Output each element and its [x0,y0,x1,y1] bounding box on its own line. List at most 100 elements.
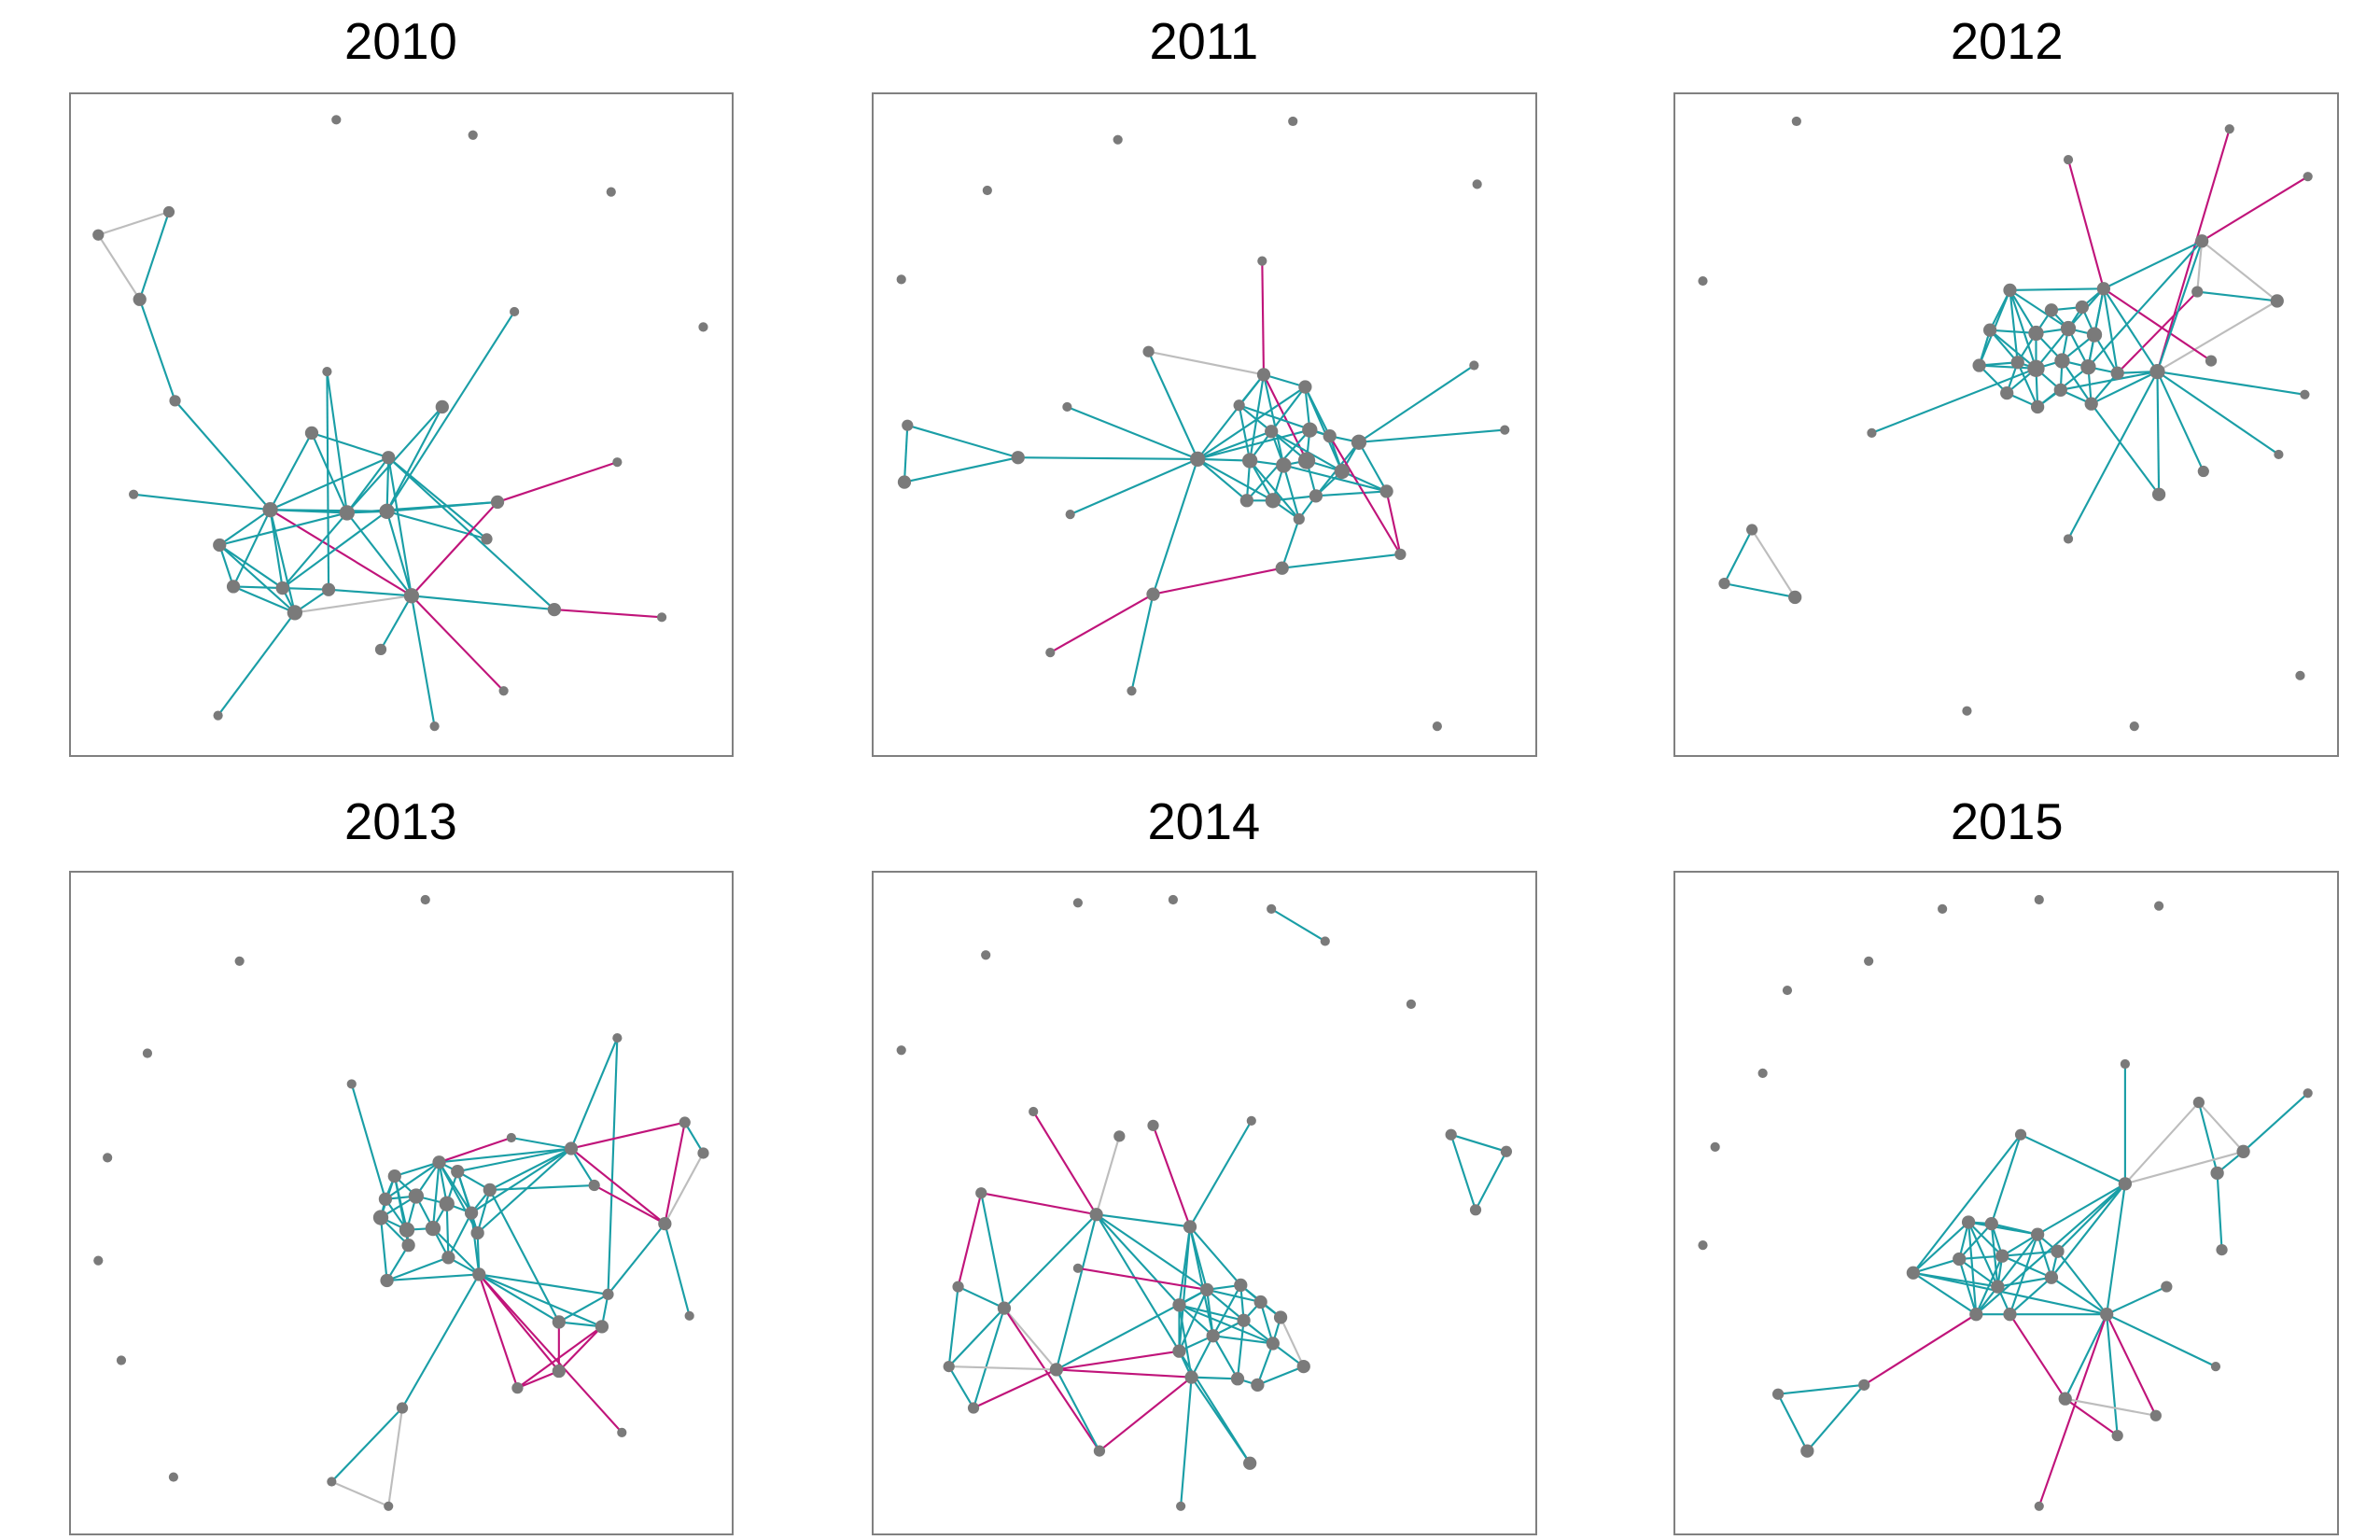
edge [2067,159,2105,289]
network-2012 [1698,116,2313,732]
node [1938,903,1948,914]
node [1472,179,1482,189]
node [339,505,355,521]
edge [2106,1183,2126,1315]
edge [1475,1151,1507,1211]
edge [948,1365,1057,1371]
edge [1989,329,2019,363]
node [1791,116,1801,127]
edge [1056,1350,1180,1371]
network-2011 [896,116,1510,732]
node [1867,427,1877,439]
edge [1179,1304,1274,1345]
edge [1211,1335,1239,1379]
node [2053,383,2067,397]
node [93,1255,104,1266]
edge [2116,290,2198,374]
edge [411,595,505,693]
edge [1912,1271,2107,1316]
edge [1990,1134,2023,1225]
edge [478,1273,623,1434]
edge [1996,1233,2038,1288]
edge [476,1189,491,1234]
node [2110,366,2124,380]
edge [607,1223,666,1295]
edge [2056,1251,2108,1315]
edge [232,585,296,614]
edge [2056,1183,2126,1253]
node [490,495,505,510]
edge [1190,1335,1214,1379]
node [1237,1313,1251,1327]
node [1147,1119,1159,1131]
node [275,581,289,595]
node [982,185,992,196]
edge [1189,1120,1253,1227]
node [472,1267,486,1281]
node [612,1032,623,1043]
edge [558,1325,603,1372]
edge [2106,1285,2167,1316]
edge [2016,361,2039,408]
node [1183,1220,1197,1234]
node [382,451,396,465]
edge [1206,1289,1245,1322]
edge [385,1244,410,1281]
edge [570,1121,685,1150]
node [464,1206,479,1220]
node [399,1222,415,1238]
edge [1178,1289,1209,1352]
edge [401,1273,481,1409]
edge [973,1368,1057,1409]
edge [1262,374,1285,466]
node [1265,425,1279,439]
panel-title-2015: 2015 [1950,792,2064,850]
edge [2037,1234,2052,1279]
edge [1249,459,1274,501]
edge [958,1285,1005,1309]
node [1168,894,1179,905]
node [679,1116,691,1128]
edge [350,1084,386,1200]
node [2153,901,2164,911]
node [403,588,420,604]
edge [438,1161,479,1234]
edge [570,1147,595,1186]
node [168,1472,179,1482]
edge [269,509,296,613]
edge [1281,553,1401,569]
node [387,1169,401,1183]
node [1045,648,1056,658]
edge [1003,1307,1057,1371]
edge [138,299,176,401]
edge [1315,490,1387,497]
edge [2037,1313,2108,1507]
node [2300,389,2310,399]
edge [1450,1133,1507,1153]
edge [1066,405,1198,460]
node [1276,457,1292,473]
node [321,582,336,596]
edge [1130,594,1155,692]
node [1782,985,1793,996]
edge [1358,428,1505,443]
panel-frame-2012 [1673,91,2339,758]
node [2086,327,2103,343]
node [1406,999,1417,1009]
edge [218,509,272,546]
node [1293,512,1305,525]
node [2129,721,2139,732]
edge [947,1307,1005,1367]
edge [432,1227,481,1276]
node [902,419,914,431]
node [439,1196,455,1211]
edge [1958,1223,1993,1260]
edge [2201,240,2278,302]
node [896,1045,906,1056]
edge [2124,1150,2244,1185]
node [1864,956,1874,966]
node [379,503,395,519]
network-2013 [93,894,709,1511]
edge [1959,1254,2003,1261]
edge [2009,289,2019,363]
